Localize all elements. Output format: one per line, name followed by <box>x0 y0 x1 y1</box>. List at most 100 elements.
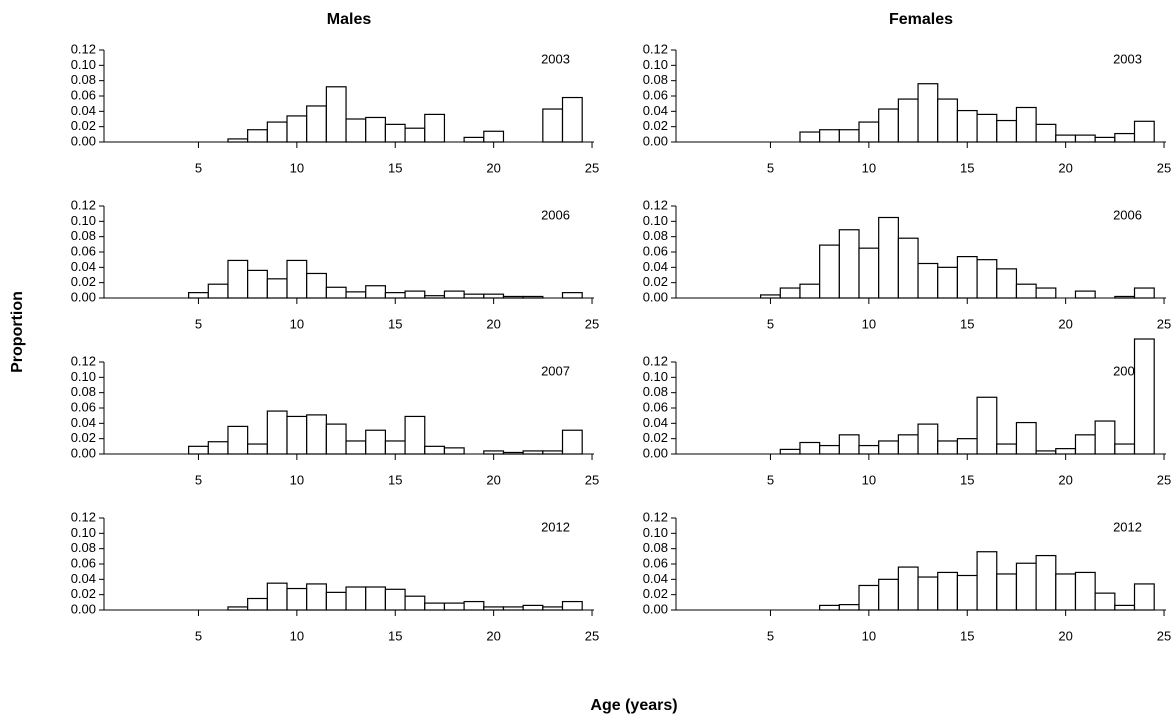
bar <box>976 396 998 455</box>
bar <box>188 292 209 299</box>
x-tick-label: 15 <box>960 628 974 643</box>
y-tick-label: 0.04 <box>643 103 668 118</box>
bar <box>325 423 347 455</box>
bar <box>878 440 899 455</box>
y-tick-label: 0.12 <box>71 197 96 212</box>
x-tick-label: 25 <box>585 628 599 643</box>
bar <box>522 450 544 455</box>
panel-title: Females <box>889 11 953 28</box>
bar <box>325 591 347 611</box>
y-tick-label: 0.08 <box>643 540 668 555</box>
y-tick-label: 0.08 <box>643 72 668 87</box>
bar <box>917 262 939 299</box>
bar <box>1074 571 1096 611</box>
x-tick-label: 25 <box>585 472 599 487</box>
bar <box>502 295 524 299</box>
bar <box>1015 106 1037 143</box>
bar <box>384 292 406 299</box>
bar <box>247 443 268 455</box>
y-tick-label: 0.04 <box>643 259 668 274</box>
x-tick-label: 25 <box>585 316 599 331</box>
bar <box>306 105 327 143</box>
bar <box>819 244 840 299</box>
x-tick-label: 25 <box>1157 628 1171 643</box>
y-tick-label: 0.12 <box>71 41 96 56</box>
year-label: 2012 <box>1113 519 1142 534</box>
bar <box>1015 421 1037 455</box>
bar <box>799 283 821 299</box>
y-tick-label: 0.08 <box>643 228 668 243</box>
bar <box>522 604 544 611</box>
bar <box>424 602 446 611</box>
y-tick-label: 0.04 <box>643 415 668 430</box>
y-tick-label: 0.08 <box>71 540 96 555</box>
bar <box>384 588 406 611</box>
bar <box>227 138 249 143</box>
year-label: 2003 <box>541 51 570 66</box>
bar <box>1055 134 1077 143</box>
bar <box>463 600 485 611</box>
bar <box>878 216 899 299</box>
x-tick-label: 10 <box>290 160 304 175</box>
bar <box>799 131 821 143</box>
bar <box>996 119 1018 143</box>
y-tick-label: 0.02 <box>643 430 668 445</box>
bar <box>1094 136 1116 143</box>
bar <box>542 606 564 611</box>
year-label: 2003 <box>1113 51 1142 66</box>
bar <box>286 259 308 299</box>
y-tick-label: 0.06 <box>643 555 668 570</box>
bar <box>838 434 860 455</box>
bar <box>897 237 919 299</box>
bar <box>838 129 860 143</box>
bar <box>207 283 229 299</box>
y-tick-label: 0.06 <box>71 87 96 102</box>
x-tick-label: 20 <box>486 316 500 331</box>
bar <box>838 604 860 611</box>
y-tick-label: 0.10 <box>71 213 96 228</box>
bar <box>207 441 229 455</box>
x-tick-label: 10 <box>290 316 304 331</box>
bar <box>247 129 268 143</box>
x-tick-label: 25 <box>585 160 599 175</box>
bar <box>897 98 919 143</box>
bar <box>247 269 268 299</box>
y-tick-label: 0.00 <box>643 289 668 304</box>
y-tick-label: 0.10 <box>71 369 96 384</box>
x-tick-label: 25 <box>1157 316 1171 331</box>
bar <box>227 425 249 455</box>
bar <box>463 293 485 299</box>
x-tick-label: 15 <box>388 628 402 643</box>
y-tick-label: 0.10 <box>643 525 668 540</box>
bar <box>483 293 505 299</box>
y-tick-label: 0.06 <box>643 87 668 102</box>
bar <box>404 595 426 611</box>
bar <box>799 441 821 455</box>
y-tick-label: 0.08 <box>71 384 96 399</box>
bar <box>779 287 801 299</box>
bar <box>542 450 564 455</box>
y-axis-label: Proportion <box>9 291 26 373</box>
x-tick-label: 10 <box>290 472 304 487</box>
bar <box>561 292 583 299</box>
x-tick-label: 10 <box>862 160 876 175</box>
bar <box>838 229 860 299</box>
bar <box>424 113 446 143</box>
bar <box>956 256 978 299</box>
bar <box>976 113 998 143</box>
x-tick-label: 20 <box>1058 160 1072 175</box>
x-tick-label: 10 <box>862 316 876 331</box>
bar <box>937 98 959 143</box>
x-tick-label: 20 <box>1058 316 1072 331</box>
bar <box>937 440 959 455</box>
bar <box>1074 290 1096 299</box>
bar <box>522 295 544 299</box>
bar <box>266 278 288 299</box>
x-tick-label: 15 <box>960 472 974 487</box>
year-label: 2007 <box>541 363 570 378</box>
bar <box>897 566 919 611</box>
bar <box>286 415 308 455</box>
y-tick-label: 0.06 <box>643 243 668 258</box>
bar <box>542 108 564 143</box>
bar <box>956 109 978 143</box>
